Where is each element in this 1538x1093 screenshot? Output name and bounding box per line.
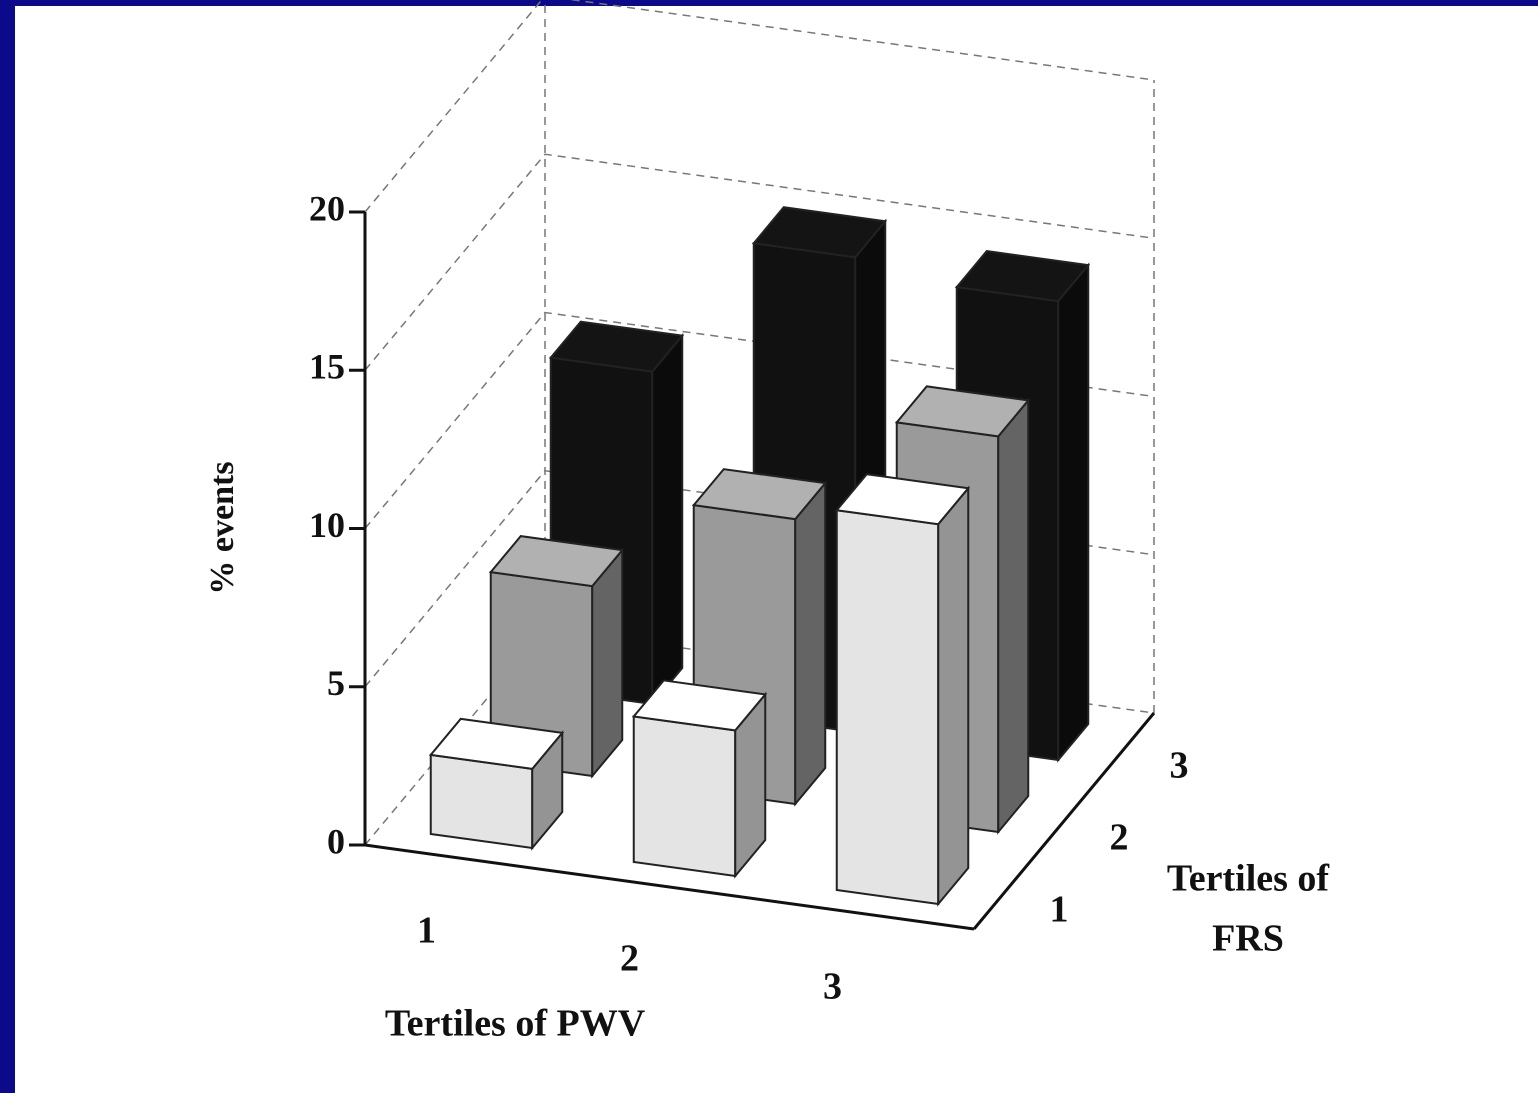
z-tick-label: 1	[1050, 889, 1069, 931]
y-tick-label: 10	[309, 505, 345, 545]
bar-top	[751, 206, 888, 259]
bar-front	[835, 509, 940, 906]
y-tick-label: 5	[327, 663, 345, 703]
grid-line	[364, 0, 1155, 213]
y-tick-label: 20	[309, 188, 345, 228]
bar	[488, 535, 625, 779]
x-tick-label: 2	[620, 938, 639, 980]
bar-top	[691, 468, 828, 521]
bar-side	[651, 332, 684, 707]
grid-line	[364, 153, 1155, 371]
z-axis-label: Tertiles of	[1167, 858, 1331, 900]
bar-top	[428, 717, 565, 770]
bar-top	[548, 320, 685, 373]
z-tick-label: 3	[1170, 745, 1189, 787]
x-axis-label: Tertiles of PWV	[385, 1003, 646, 1045]
y-tick-label: 0	[327, 821, 345, 861]
bar	[834, 473, 971, 907]
bar-top	[631, 679, 768, 732]
x-tick-label: 1	[417, 910, 436, 952]
bar-side	[794, 480, 827, 807]
bar-top	[488, 535, 625, 588]
grid-line	[364, 311, 1155, 529]
bar-side	[591, 547, 624, 779]
bar-side	[1057, 262, 1090, 763]
z-axis-label: FRS	[1212, 918, 1284, 960]
bar-top	[954, 250, 1091, 303]
bar-front	[632, 715, 737, 878]
bar-side	[937, 485, 970, 907]
x-axis	[364, 843, 975, 931]
bar-side	[997, 397, 1030, 835]
z-axis	[972, 712, 1156, 930]
bar-front	[429, 753, 534, 850]
bar-top	[834, 473, 971, 526]
bar-top	[894, 385, 1031, 438]
bar	[428, 717, 565, 851]
x-tick-label: 3	[823, 966, 842, 1008]
y-tick-label: 15	[309, 347, 345, 387]
bar	[631, 679, 768, 879]
z-tick-label: 2	[1110, 817, 1129, 859]
y-axis-label: % events	[204, 461, 241, 594]
